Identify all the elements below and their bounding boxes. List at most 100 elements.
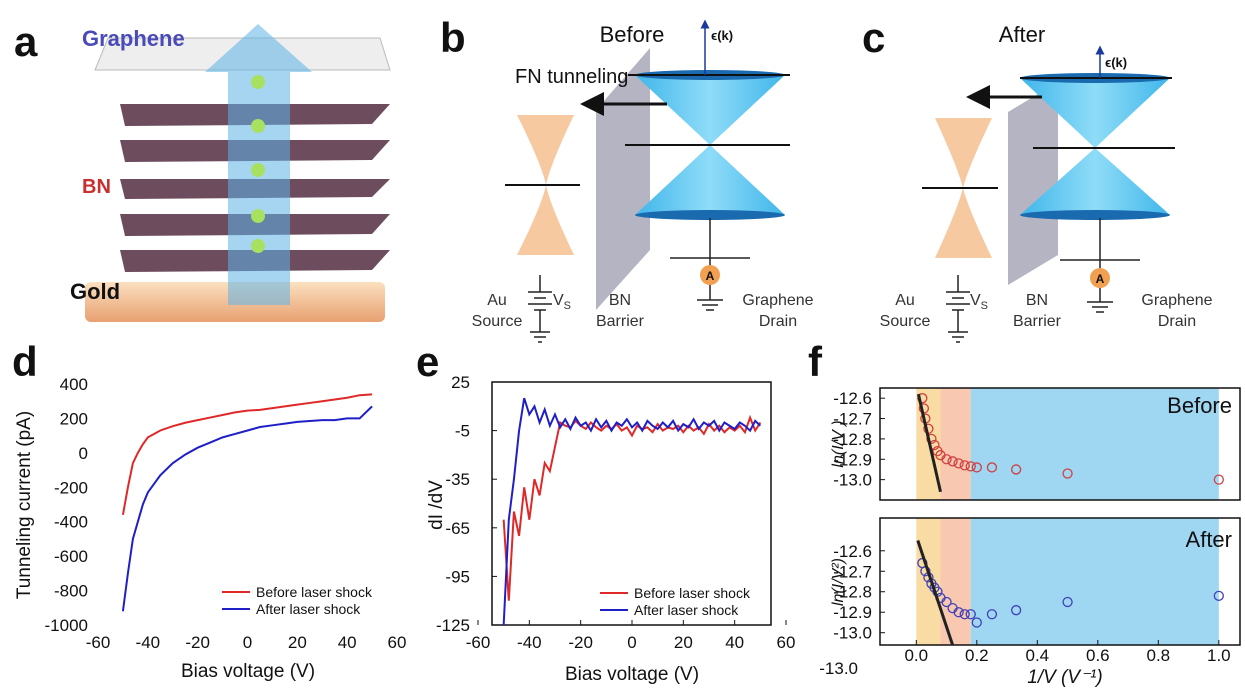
energy-label: ϵ(k) (1105, 55, 1127, 70)
point (953, 607, 964, 618)
plot-frame (879, 517, 1241, 646)
region (970, 388, 1219, 500)
plot-frame (879, 387, 1241, 501)
bn-label: BN (82, 176, 111, 198)
drain-circuit (670, 218, 750, 311)
x-tick-label: -60 (466, 633, 491, 652)
point (953, 458, 964, 469)
y-tick-label: -13.0 (833, 624, 872, 643)
y-tick-label: -125 (436, 616, 470, 635)
x-tick-label: 60 (777, 633, 796, 652)
x-tick-label: 20 (674, 633, 693, 652)
drain-label: Drain (759, 313, 797, 330)
cone-rim (1020, 210, 1170, 220)
point (1010, 464, 1022, 475)
point (965, 609, 976, 620)
electron (251, 209, 265, 223)
legend-label: After laser shock (634, 602, 739, 618)
voltage-symbol: V (553, 292, 564, 309)
voltage-symbol: V (970, 292, 981, 309)
y-tick-label: -12.7 (833, 562, 872, 581)
x-axis-label: Bias voltage (V) (565, 664, 699, 685)
legend-label: Before laser shock (256, 584, 373, 600)
voltage-label: VS (970, 292, 988, 312)
drain-circuit (1060, 218, 1140, 313)
region (970, 518, 1219, 645)
point (959, 460, 970, 471)
source-band (517, 185, 574, 255)
y-tick-label: -600 (54, 547, 88, 566)
fit-line (916, 540, 955, 646)
ammeter (1090, 268, 1110, 288)
barrier-label: Barrier (596, 313, 645, 330)
x-axis-label: 1/V (V⁻¹) (1027, 667, 1102, 688)
series-line (502, 397, 762, 626)
source-band (517, 115, 574, 185)
point (926, 433, 937, 445)
fit-line (916, 393, 942, 493)
point (947, 456, 958, 467)
source-label: Source (472, 313, 523, 330)
y-tick-label: -5 (455, 422, 470, 441)
series-line (121, 405, 373, 612)
panel-b: b Before FN tunneling ϵ(k) A Au Source V… (440, 14, 814, 343)
gold-label: Gold (70, 279, 120, 304)
annotation: Before (1167, 393, 1232, 418)
y-tick-label: -13.0 (833, 471, 872, 490)
voltage-source (946, 275, 970, 343)
x-tick-label: -20 (568, 633, 593, 652)
y-tick-label: 200 (60, 409, 88, 428)
panel-label: c (862, 14, 885, 61)
drain-label: Drain (1158, 313, 1196, 330)
barrier (1008, 82, 1058, 285)
point (986, 462, 998, 473)
point (965, 461, 976, 472)
point (971, 617, 982, 628)
source-band (935, 118, 992, 188)
panel-c: c After ϵ(k) A Au Source VS BN Barrier G… (862, 14, 1213, 343)
voltage-label: VS (553, 292, 571, 312)
y-tick-label: -800 (54, 582, 88, 601)
y-tick-label: 25 (451, 373, 470, 392)
y-tick-label: -95 (445, 567, 470, 586)
x-tick-label: 40 (725, 633, 744, 652)
x-axis-label: Bias voltage (V) (181, 661, 315, 682)
x-tick-label: 0.8 (1146, 646, 1170, 665)
point (1213, 590, 1224, 601)
x-tick-label: 0 (627, 633, 636, 652)
panel-label: e (416, 338, 439, 385)
x-tick-label: 0.2 (965, 646, 989, 665)
x-tick-label: 0.6 (1086, 646, 1110, 665)
barrier-label: BN (609, 292, 631, 309)
point (1062, 596, 1073, 608)
source-label: Source (880, 313, 931, 330)
meter-label: A (706, 269, 715, 283)
y-tick-label: -12.8 (833, 583, 872, 602)
y-tick-label: -12.6 (833, 542, 872, 561)
y-axis-label: Tunneling current (pA) (14, 411, 35, 599)
point (1010, 605, 1022, 616)
panel-title: Before (600, 22, 665, 47)
point (941, 454, 952, 465)
point (971, 462, 982, 473)
y-tick-label: -12.6 (833, 389, 872, 408)
x-tick-label: -40 (136, 633, 161, 652)
panel-label: d (12, 338, 38, 385)
voltage-subscript: S (564, 300, 571, 312)
x-tick-label: 60 (388, 633, 407, 652)
electron (251, 163, 265, 177)
y-axis-label: dI /dV (426, 480, 447, 530)
voltage-subscript: S (981, 300, 988, 312)
x-tick-label: -40 (517, 633, 542, 652)
graphene-label: Graphene (82, 26, 185, 51)
y-tick-label: -12.9 (833, 603, 872, 622)
meter-label: A (1096, 272, 1105, 286)
drain-label: Graphene (1141, 292, 1212, 309)
dirac-cone (1020, 78, 1170, 215)
source-label: Au (895, 292, 915, 309)
y-tick-label: -1000 (45, 616, 88, 635)
x-tick-label: -20 (185, 633, 210, 652)
y-tick-label: -65 (445, 519, 470, 538)
x-tick-label: 0.0 (904, 646, 928, 665)
